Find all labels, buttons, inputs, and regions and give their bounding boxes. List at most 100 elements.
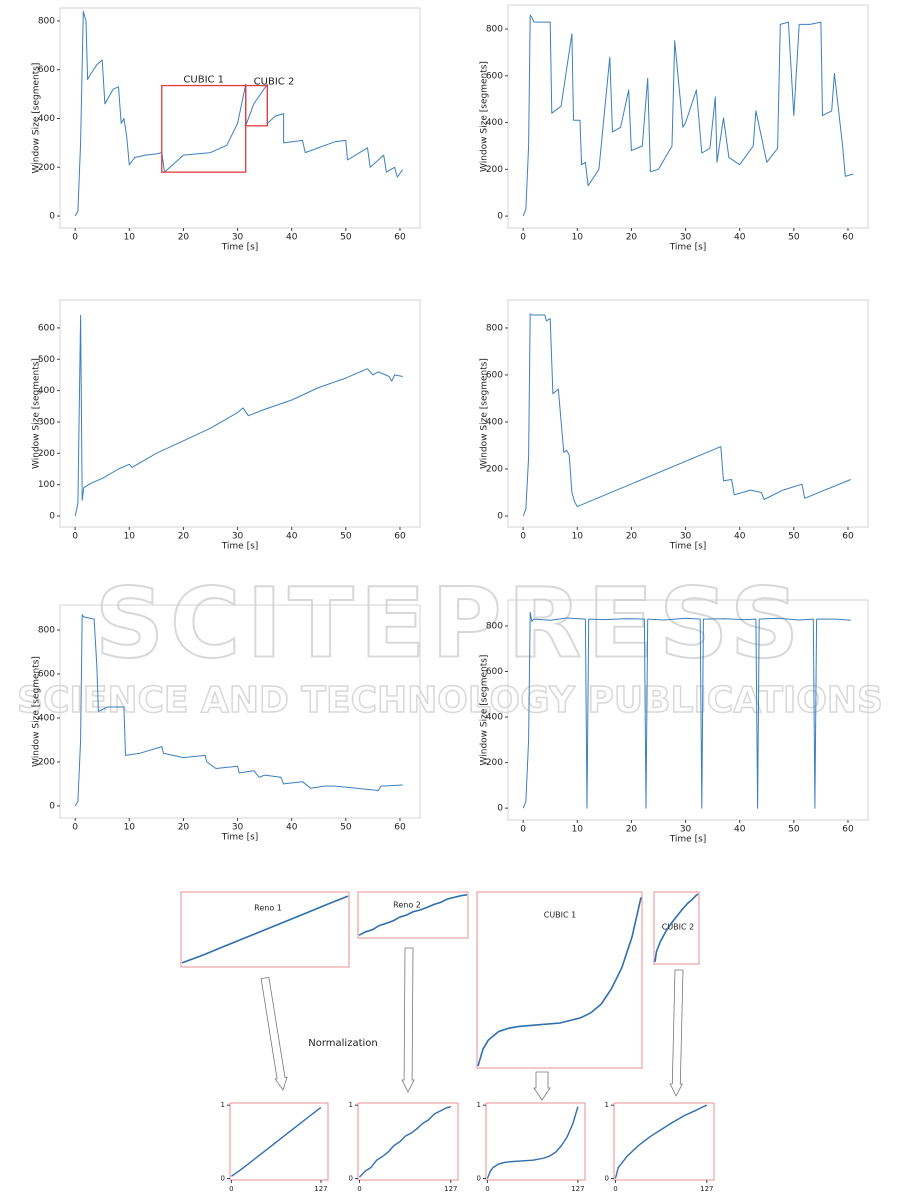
y-tick-label: 800 <box>486 621 503 631</box>
y-tick-label: 400 <box>486 417 503 427</box>
y-axis-label: Window Size [segments] <box>32 63 42 174</box>
crop-line <box>181 895 349 964</box>
x-tick-label: 0 <box>520 233 526 243</box>
crop-frame <box>357 891 469 939</box>
plot-frame <box>485 1102 586 1181</box>
x-tick-label: 0 <box>613 1185 617 1193</box>
x-axis-label: Time [s] <box>669 243 707 253</box>
plot-frame <box>507 599 869 821</box>
y-tick-label: 400 <box>486 713 503 723</box>
crop-line <box>358 894 468 936</box>
y-tick-label: 200 <box>38 757 55 767</box>
y-tick-label: 600 <box>38 323 55 333</box>
x-tick-label: 0 <box>72 233 78 243</box>
annotation-box <box>161 84 247 173</box>
x-axis-label: Time [s] <box>221 542 259 552</box>
x-tick-label: 40 <box>734 825 746 835</box>
y-axis-label: Window Size [segments] <box>480 655 490 766</box>
x-tick-label: 0 <box>229 1185 233 1193</box>
x-tick-label: 60 <box>842 532 854 542</box>
data-line <box>74 314 403 517</box>
x-tick-label: 20 <box>178 823 190 833</box>
y-tick-label: 800 <box>38 626 55 636</box>
x-tick-label: 127 <box>444 1185 457 1193</box>
x-tick-label: 50 <box>788 825 800 835</box>
arrow <box>260 976 288 1091</box>
y-tick-label: 0 <box>477 1175 481 1183</box>
x-tick-label: 0 <box>72 532 78 542</box>
y-tick-label: 0 <box>221 1175 225 1183</box>
y-axis-label: Window Size [segments] <box>32 656 42 767</box>
y-tick-label: 500 <box>38 355 55 365</box>
y-tick-label: 200 <box>38 449 55 459</box>
y-tick-label: 400 <box>38 114 55 124</box>
x-tick-label: 40 <box>286 823 298 833</box>
x-tick-label: 60 <box>394 823 406 833</box>
x-axis-label: Time [s] <box>221 243 259 253</box>
x-tick-label: 20 <box>178 532 190 542</box>
y-tick-label: 600 <box>38 670 55 680</box>
y-tick-label: 1 <box>477 1101 481 1109</box>
plot-frame <box>357 1102 459 1181</box>
x-axis-label: Time [s] <box>669 542 707 552</box>
y-tick-label: 0 <box>49 512 55 522</box>
y-tick-label: 200 <box>486 758 503 768</box>
data-line <box>522 14 854 217</box>
y-tick-label: 1 <box>221 1101 225 1109</box>
y-axis-label: Window Size [segments] <box>480 358 490 469</box>
arrow <box>401 947 415 1093</box>
y-axis-label: Window Size [segments] <box>32 358 42 469</box>
x-tick-label: 30 <box>232 233 244 243</box>
data-line <box>486 1106 579 1179</box>
x-tick-label: 0 <box>357 1185 361 1193</box>
x-tick-label: 50 <box>340 532 352 542</box>
y-tick-label: 300 <box>38 417 55 427</box>
y-tick-label: 400 <box>486 118 503 128</box>
crop-line <box>477 897 642 1067</box>
y-tick-label: 100 <box>38 480 55 490</box>
x-tick-label: 0 <box>485 1185 489 1193</box>
x-tick-label: 50 <box>340 233 352 243</box>
x-tick-label: 60 <box>394 532 406 542</box>
x-tick-label: 0 <box>72 823 78 833</box>
data-line <box>74 10 404 217</box>
y-tick-label: 0 <box>497 212 503 222</box>
x-tick-label: 60 <box>842 825 854 835</box>
y-tick-label: 400 <box>38 713 55 723</box>
x-tick-label: 10 <box>572 825 584 835</box>
data-line <box>522 313 851 517</box>
x-tick-label: 60 <box>842 233 854 243</box>
y-tick-label: 1 <box>349 1101 353 1109</box>
x-tick-label: 10 <box>572 233 584 243</box>
crop-frame <box>180 891 350 968</box>
crop-line <box>654 893 699 963</box>
x-tick-label: 10 <box>124 233 136 243</box>
watermark-subtitle: SCIENCE AND TECHNOLOGY PUBLICATIONS <box>17 680 883 721</box>
plot-frame <box>613 1102 715 1181</box>
crop-label: CUBIC 1 <box>544 911 577 920</box>
x-tick-label: 50 <box>788 532 800 542</box>
x-tick-label: 0 <box>520 532 526 542</box>
x-tick-label: 10 <box>124 823 136 833</box>
x-tick-label: 40 <box>734 233 746 243</box>
crop-frame <box>653 891 700 965</box>
y-tick-label: 1 <box>605 1101 609 1109</box>
crop-frame <box>476 891 643 1069</box>
x-tick-label: 20 <box>626 233 638 243</box>
y-tick-label: 200 <box>486 165 503 175</box>
x-tick-label: 60 <box>394 233 406 243</box>
x-tick-label: 127 <box>314 1185 327 1193</box>
y-tick-label: 600 <box>486 667 503 677</box>
x-tick-label: 50 <box>340 823 352 833</box>
y-tick-label: 0 <box>605 1175 609 1183</box>
x-tick-label: 40 <box>286 233 298 243</box>
x-tick-label: 20 <box>626 532 638 542</box>
watermark-title: SCITEPRESS <box>95 567 805 679</box>
x-tick-label: 10 <box>124 532 136 542</box>
plot-frame <box>507 4 869 229</box>
y-tick-label: 400 <box>38 386 55 396</box>
x-tick-label: 30 <box>680 532 692 542</box>
normalization-label: Normalization <box>308 1038 378 1049</box>
x-tick-label: 30 <box>680 825 692 835</box>
plot-frame <box>59 604 421 819</box>
